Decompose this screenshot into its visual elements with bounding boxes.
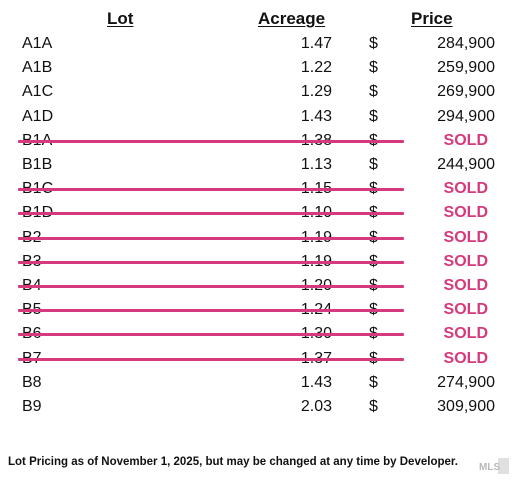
dollar-sign: $	[369, 156, 378, 173]
lot-table: A1A 1.47 $284,900 A1B 1.22 $259,900 A1C 1.29 $26…	[0, 33, 515, 418]
table-row: B71.37$SOLD	[0, 348, 515, 370]
sold-strikethrough-line	[18, 139, 404, 143]
mls-watermark-icon: MLS	[479, 458, 509, 474]
sold-label: SOLD	[443, 131, 488, 149]
dollar-sign: $	[369, 398, 378, 415]
sold-label: SOLD	[443, 252, 488, 270]
sold-label: SOLD	[443, 204, 488, 222]
table-row: A1D 1.43 $294,900	[0, 106, 515, 128]
sold-label: SOLD	[443, 228, 488, 246]
lot-id: B9	[22, 398, 42, 415]
pricing-disclaimer: Lot Pricing as of November 1, 2025, but …	[8, 456, 458, 468]
lot-id: B1B	[22, 156, 53, 173]
table-row: B1C1.15$SOLD	[0, 178, 515, 200]
sold-strikethrough-line	[18, 236, 404, 240]
acreage-value: 2.03	[300, 398, 332, 415]
table-row: B8 1.43 $274,900	[0, 372, 515, 394]
lot-id: A1B	[22, 59, 53, 77]
table-row: B1A1.38$SOLD	[0, 130, 515, 152]
table-row: B1B 1.13 $244,900	[0, 154, 515, 176]
acreage-column-header: Acreage	[258, 9, 326, 28]
acreage-value: 1.13	[300, 156, 332, 173]
price-value: 269,900	[437, 83, 495, 101]
dollar-sign: $	[369, 83, 378, 101]
table-row: B61.30$SOLD	[0, 323, 515, 345]
lot-column-header: Lot	[107, 9, 134, 28]
sold-label: SOLD	[443, 180, 488, 198]
lot-id: B8	[22, 373, 42, 391]
table-row: A1B 1.22 $259,900	[0, 57, 515, 79]
table-row: B9 2.03 $309,900	[0, 396, 515, 418]
acreage-value: 1.29	[300, 83, 332, 101]
table-row: B41.20$SOLD	[0, 275, 515, 297]
acreage-value: 1.47	[300, 35, 332, 52]
lot-id: A1A	[22, 35, 53, 52]
sold-label: SOLD	[443, 301, 488, 319]
price-value: 294,900	[437, 107, 495, 125]
dollar-sign: $	[369, 373, 378, 391]
watermark-text: MLS	[479, 462, 500, 473]
sold-strikethrough-line	[18, 188, 404, 192]
sold-strikethrough-line	[18, 357, 404, 361]
sold-strikethrough-line	[18, 260, 404, 264]
table-row: B31.19$SOLD	[0, 251, 515, 273]
sold-strikethrough-line	[18, 212, 404, 216]
price-value: 274,900	[437, 373, 495, 391]
dollar-sign: $	[369, 107, 378, 125]
lot-id: A1C	[22, 83, 54, 101]
sold-strikethrough-line	[18, 333, 404, 337]
table-row: A1A 1.47 $284,900	[0, 33, 515, 55]
acreage-value: 1.43	[300, 107, 332, 125]
lot-id: A1D	[22, 107, 54, 125]
dollar-sign: $	[369, 35, 378, 52]
price-column-header: Price	[411, 9, 453, 28]
price-value: 284,900	[437, 35, 495, 52]
acreage-value: 1.43	[300, 373, 332, 391]
sold-label: SOLD	[443, 325, 488, 343]
price-value: 309,900	[437, 398, 495, 415]
sold-label: SOLD	[443, 277, 488, 294]
price-value: 244,900	[437, 156, 495, 173]
sold-strikethrough-line	[18, 309, 404, 313]
price-value: 259,900	[437, 59, 495, 77]
table-row: B21.19$SOLD	[0, 227, 515, 249]
sold-strikethrough-line	[18, 285, 404, 288]
table-row: A1C 1.29 $269,900	[0, 81, 515, 103]
table-row: B51.24$SOLD	[0, 299, 515, 321]
dollar-sign: $	[369, 59, 378, 77]
sold-label: SOLD	[443, 349, 488, 367]
acreage-value: 1.22	[300, 59, 332, 77]
